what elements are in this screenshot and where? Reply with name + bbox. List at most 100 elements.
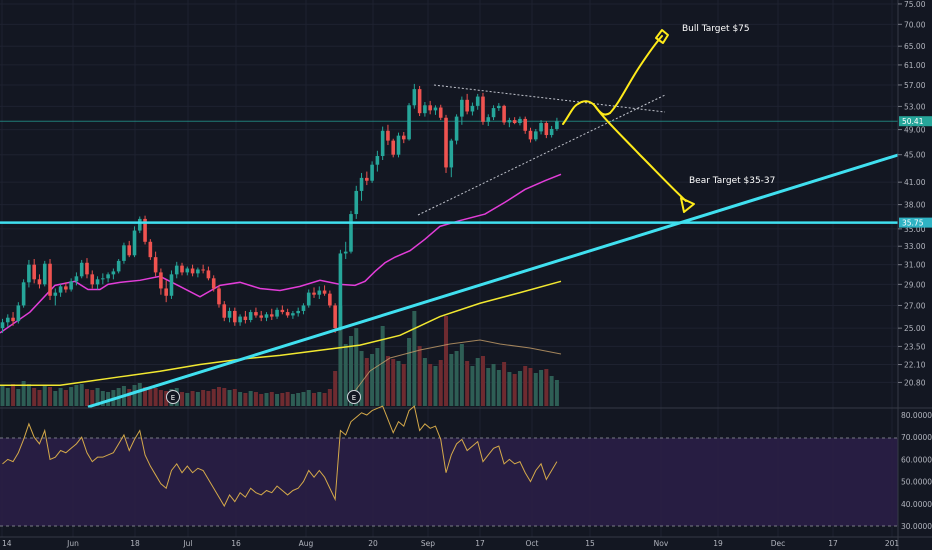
volume-bar: [459, 344, 464, 406]
forecast-drawing[interactable]: [562, 29, 695, 213]
price-tick-label: 38.00: [904, 201, 926, 210]
volume-bar: [259, 394, 264, 406]
candle: [190, 264, 195, 277]
price-tick-label: 33.00: [904, 242, 926, 251]
volume-bar: [58, 388, 63, 406]
candle: [159, 268, 163, 295]
candle: [164, 280, 168, 303]
volume-bar: [480, 356, 485, 406]
volume-bar: [32, 388, 37, 406]
rising-trendline[interactable]: [87, 153, 899, 409]
time-tick-label: 201: [885, 539, 900, 548]
volume-bar: [354, 328, 359, 406]
candle: [48, 259, 52, 301]
price-tick-label: 22.10: [904, 361, 926, 370]
price-tick-label: 57.00: [904, 81, 926, 90]
candle: [544, 121, 549, 139]
price-tick-label: 29.00: [904, 280, 926, 289]
volume-bar: [53, 391, 58, 406]
volume-ma-line: [354, 339, 562, 392]
candle: [349, 210, 353, 254]
candle: [549, 125, 554, 138]
candle: [396, 132, 401, 158]
time-tick-label: Oct: [526, 539, 539, 548]
price-tick-label: 31.00: [904, 261, 926, 270]
volume-bar: [137, 383, 142, 406]
volume-bar: [528, 368, 533, 406]
triangle-lower-line[interactable]: [417, 94, 666, 216]
volume-bar: [74, 385, 79, 406]
volume-bar: [312, 393, 317, 406]
candle: [523, 116, 528, 134]
candle: [101, 273, 105, 285]
candle: [196, 267, 200, 278]
time-tick-label: 14: [2, 539, 12, 548]
time-tick-label: Sep: [421, 539, 435, 548]
time-tick-label: 17: [475, 539, 485, 548]
candle: [507, 117, 512, 128]
time-tick-label: 20: [368, 539, 378, 548]
candle: [423, 101, 427, 117]
time-tick-label: 18: [130, 539, 140, 548]
candle: [180, 262, 184, 276]
volume-bar: [523, 366, 528, 406]
volume-bar: [412, 311, 417, 406]
candle: [53, 288, 58, 306]
candle: [58, 284, 63, 297]
volume-bar: [417, 346, 422, 406]
candle: [111, 268, 116, 280]
rsi-tick-label: 30.0000: [901, 522, 932, 531]
volume-bar: [211, 389, 216, 406]
volume-bar: [380, 326, 385, 406]
candle: [317, 286, 322, 299]
last-price-value: 50.41: [902, 117, 924, 126]
time-axis[interactable]: 14 Jun 18 Jul 16 Aug 20 Sep 17 Oct 15 Nov 19 Dec 17 201: [2, 539, 899, 548]
volume-bar: [322, 393, 327, 406]
volume-bar: [385, 356, 390, 406]
candle: [444, 114, 448, 173]
candle: [90, 270, 95, 289]
time-tick-label: Aug: [299, 539, 314, 548]
candle: [227, 307, 232, 323]
volume-bar: [21, 381, 26, 406]
volume-bar: [317, 392, 322, 406]
candle: [470, 102, 475, 116]
price-tick-label: 70.00: [904, 20, 926, 29]
candle: [285, 308, 290, 318]
volume-bar: [238, 392, 243, 406]
event-marker[interactable]: E: [166, 390, 180, 404]
candles: [0, 83, 559, 333]
volume-bar: [148, 389, 153, 406]
volume-bar: [502, 362, 507, 406]
volume-bar: [185, 393, 190, 406]
price-tick-label: 27.00: [904, 301, 926, 310]
rsi-axis[interactable]: 80.0000 70.0000 60.0000 50.0000 40.0000 30.00…: [901, 411, 932, 531]
candle: [438, 104, 443, 121]
candle: [533, 128, 538, 142]
volume-bar: [127, 389, 132, 406]
candle: [233, 307, 237, 326]
candle: [280, 305, 285, 315]
volume-bar: [401, 364, 406, 406]
candle: [518, 116, 522, 126]
candle: [0, 318, 5, 333]
candle: [306, 289, 311, 308]
volume-bar: [26, 384, 31, 406]
candle: [64, 282, 68, 293]
volume-bar: [227, 390, 232, 406]
volume-bar: [280, 393, 285, 406]
event-marker[interactable]: E: [347, 390, 361, 404]
sma200-line: [0, 280, 562, 387]
candle: [264, 312, 269, 322]
volume-bar: [95, 388, 100, 406]
candle: [460, 96, 464, 125]
price-axis[interactable]: 75.00 70.00 65.00 61.00 57.00 53.00 49.00 45.00…: [898, 0, 926, 387]
candle: [449, 138, 454, 178]
volume-bar: [544, 369, 549, 406]
candle: [301, 303, 306, 315]
candle: [79, 259, 84, 279]
candle: [322, 285, 327, 296]
volume-bar: [454, 351, 459, 406]
triangle-upper-line[interactable]: [433, 84, 666, 113]
